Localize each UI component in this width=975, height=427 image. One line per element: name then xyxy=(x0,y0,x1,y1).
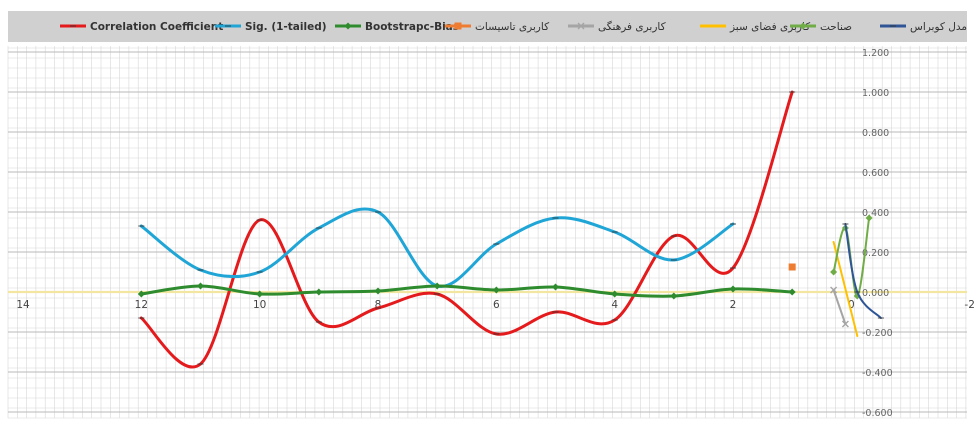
x-tick-label: 0 xyxy=(848,299,855,311)
data-point-bootstrapc-bias xyxy=(374,287,382,295)
legend: Correlation Coefficient Sig. (1-tailed) Bo… xyxy=(60,20,967,33)
legend-label: Bootstrapc-Bias xyxy=(365,21,459,33)
data-point-bootstrapc-bias xyxy=(729,285,737,293)
series-line-series xyxy=(832,289,847,325)
legend-label: کاربری تاسیسات xyxy=(475,21,549,33)
y-tick-label: 1.200 xyxy=(862,48,889,59)
legend-label: کاربری فرهنگی xyxy=(598,20,666,33)
legend-marker xyxy=(454,22,462,30)
legend-label: صناحت xyxy=(820,21,852,33)
y-tick-label: 1.000 xyxy=(862,88,889,99)
x-tick-label: 4 xyxy=(611,299,618,311)
series xyxy=(137,90,884,369)
y-tick-label: -0.600 xyxy=(862,408,893,419)
y-tick-label: 0.200 xyxy=(862,248,889,259)
legend-marker xyxy=(799,22,807,30)
data-point-bootstrapc-bias xyxy=(197,282,204,290)
y-tick-label: 0.600 xyxy=(862,168,889,179)
series-line-series xyxy=(832,241,859,337)
axes: 14 12 10 8 6 4 2 0 -2 1.200 1.000 0.800 0.600 0.400 0.… xyxy=(8,48,975,419)
data-point-bootstrapc-bias xyxy=(137,290,145,298)
series-line-bootstrapc-bias xyxy=(139,284,794,298)
x-tick-label: 2 xyxy=(730,299,737,311)
legend-marker xyxy=(344,22,352,30)
x-tick-label: 14 xyxy=(16,299,30,311)
series-line-correlation-coefficient xyxy=(139,90,794,369)
x-tick-label: 8 xyxy=(375,299,382,311)
data-point-bootstrapc-bias xyxy=(670,292,678,300)
legend-label: مدل کوبراس xyxy=(910,21,967,33)
y-tick-label: -0.200 xyxy=(862,328,893,339)
data-point-bootstrapc-bias xyxy=(433,282,441,290)
x-tick-label: 6 xyxy=(493,299,500,311)
legend-label: Sig. (1-tailed) xyxy=(245,21,327,33)
data-point-bootstrapc-bias xyxy=(788,288,796,296)
data-point-series xyxy=(830,286,838,294)
legend-label: Correlation Coefficient xyxy=(90,21,223,33)
x-tick-label: 12 xyxy=(135,299,148,311)
data-point-bootstrapc-bias xyxy=(315,288,323,296)
data-point-bootstrapc-bias xyxy=(492,286,500,294)
x-tick-label: -2 xyxy=(964,299,974,311)
y-tick-label: 0.000 xyxy=(862,288,889,299)
data-point-bootstrapc-bias xyxy=(611,290,619,298)
data-point-bootstrapc-bias xyxy=(552,283,559,291)
legend-label: کاربری فضای سبز xyxy=(729,21,810,33)
data-point-series xyxy=(865,214,873,222)
data-point-series xyxy=(830,268,838,276)
y-tick-label: 0.400 xyxy=(862,208,889,219)
legend-marker xyxy=(577,22,585,30)
y-tick-label: 0.800 xyxy=(862,128,889,139)
data-point-bootstrapc-bias xyxy=(256,290,264,298)
y-tick-label: -0.400 xyxy=(862,368,893,379)
data-point-series xyxy=(841,320,849,328)
data-point-series xyxy=(788,263,796,271)
x-tick-label: 10 xyxy=(253,299,266,311)
